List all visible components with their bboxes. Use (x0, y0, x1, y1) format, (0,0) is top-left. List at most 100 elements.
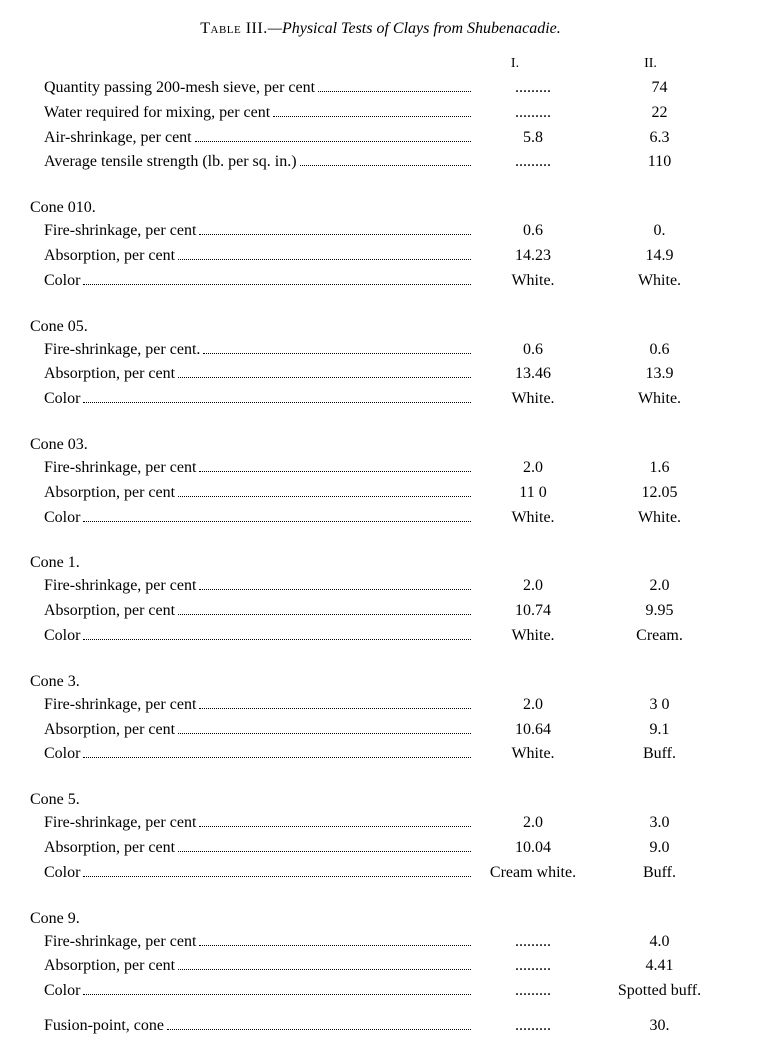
sec2-row2-label-wrap: Color (30, 506, 474, 531)
sec4-row2-label: Color (44, 742, 80, 767)
table-title: Table III.—Physical Tests of Clays from … (30, 20, 731, 38)
sec5-row2-label-wrap: Color (30, 861, 474, 886)
sec3-row0-col1: 2.0 (474, 574, 588, 599)
sec2-row1-col2: 12.05 (588, 481, 731, 506)
sec6-row2-col2: Spotted buff. (588, 979, 731, 1004)
leader-dots (83, 876, 471, 877)
col-header-1: I. (460, 56, 570, 72)
sec2-row2-label: Color (44, 506, 80, 531)
footer-gap (30, 1004, 731, 1014)
sec6-row0: Fire-shrinkage, per cent.........4.0 (30, 930, 731, 955)
sec4-row2: ColorWhite.Buff. (30, 742, 731, 767)
sec5-row2-label: Color (44, 861, 80, 886)
section-gap (30, 294, 731, 304)
sec2-row1-col1: 11 0 (474, 481, 588, 506)
sec0-row1-label-wrap: Absorption, per cent (30, 244, 474, 269)
sec4-row2-col2: Buff. (588, 742, 731, 767)
leader-dots (273, 116, 471, 117)
sec4-row0: Fire-shrinkage, per cent2.03 0 (30, 693, 731, 718)
sec5-row2: ColorCream white.Buff. (30, 861, 731, 886)
sec5-row1-col1: 10.04 (474, 836, 588, 861)
section-head-2: Cone 03. (30, 436, 731, 454)
intro-row-3-label-wrap: Average tensile strength (lb. per sq. in… (30, 150, 474, 175)
leader-dots (199, 589, 471, 590)
sec5-row0-col2: 3.0 (588, 811, 731, 836)
sec5-row0-label: Fire-shrinkage, per cent (44, 811, 196, 836)
sec2-row1-label-wrap: Absorption, per cent (30, 481, 474, 506)
intro-row-1-label-wrap: Water required for mixing, per cent (30, 101, 474, 126)
sec3-row1-col1: 10.74 (474, 599, 588, 624)
sec6-row0-label-wrap: Fire-shrinkage, per cent (30, 930, 474, 955)
section-gap (30, 530, 731, 540)
section-head-3: Cone 1. (30, 554, 731, 572)
sec3-row0: Fire-shrinkage, per cent2.02.0 (30, 574, 731, 599)
leader-dots (178, 614, 471, 615)
title-prefix: Table III. (200, 20, 267, 37)
leader-dots (83, 521, 471, 522)
section-head-6: Cone 9. (30, 910, 731, 928)
section-gap (30, 649, 731, 659)
footer-row: Fusion-point, cone.........30. (30, 1014, 731, 1039)
leader-dots (83, 757, 471, 758)
leader-dots (178, 496, 471, 497)
sec3-row0-label-wrap: Fire-shrinkage, per cent (30, 574, 474, 599)
sec3-row2-label: Color (44, 624, 80, 649)
leader-dots (199, 471, 471, 472)
intro-row-3: Average tensile strength (lb. per sq. in… (30, 150, 731, 175)
leader-dots (199, 234, 471, 235)
intro-row-1-label: Water required for mixing, per cent (44, 101, 270, 126)
intro-row-2: Air-shrinkage, per cent5.86.3 (30, 126, 731, 151)
sec1-row0-col1: 0.6 (474, 338, 588, 363)
sec1-row2: ColorWhite.White. (30, 387, 731, 412)
sec5-row2-col1: Cream white. (474, 861, 588, 886)
sec1-row1-label: Absorption, per cent (44, 362, 175, 387)
title-rest: —Physical Tests of Clays from Shubenacad… (268, 20, 561, 37)
sec6-row0-col1: ......... (474, 930, 588, 955)
sec3-row2: ColorWhite.Cream. (30, 624, 731, 649)
leader-dots (83, 639, 471, 640)
header-spacer (30, 56, 460, 72)
intro-row-0-label: Quantity passing 200-mesh sieve, per cen… (44, 76, 315, 101)
column-headers: I. II. (30, 56, 731, 72)
sec2-row0-label-wrap: Fire-shrinkage, per cent (30, 456, 474, 481)
sec1-row1: Absorption, per cent13.4613.9 (30, 362, 731, 387)
sec5-row1: Absorption, per cent10.049.0 (30, 836, 731, 861)
leader-dots (83, 284, 471, 285)
sec6-row1-col1: ......... (474, 954, 588, 979)
sec3-row1: Absorption, per cent10.749.95 (30, 599, 731, 624)
sec6-row1-col2: 4.41 (588, 954, 731, 979)
sec0-row0: Fire-shrinkage, per cent0.60. (30, 219, 731, 244)
section-head-5: Cone 5. (30, 791, 731, 809)
leader-dots (195, 141, 471, 142)
sec6-row2-label: Color (44, 979, 80, 1004)
sec3-row2-col1: White. (474, 624, 588, 649)
leader-dots (178, 851, 471, 852)
section-head-0: Cone 010. (30, 199, 731, 217)
leader-dots (318, 91, 471, 92)
sec5-row1-label: Absorption, per cent (44, 836, 175, 861)
intro-row-2-label: Air-shrinkage, per cent (44, 126, 192, 151)
sec4-row0-col1: 2.0 (474, 693, 588, 718)
section-gap (30, 886, 731, 896)
sec4-row1-col2: 9.1 (588, 718, 731, 743)
sec5-row0-col1: 2.0 (474, 811, 588, 836)
leader-dots (199, 826, 471, 827)
sec3-row2-label-wrap: Color (30, 624, 474, 649)
intro-row-2-label-wrap: Air-shrinkage, per cent (30, 126, 474, 151)
leader-dots (199, 708, 471, 709)
sec0-row1-label: Absorption, per cent (44, 244, 175, 269)
intro-row-0: Quantity passing 200-mesh sieve, per cen… (30, 76, 731, 101)
sec0-row2: ColorWhite.White. (30, 269, 731, 294)
sec1-row2-label: Color (44, 387, 80, 412)
sec6-row2: Color.........Spotted buff. (30, 979, 731, 1004)
footer-row-label: Fusion-point, cone (44, 1014, 164, 1039)
sec4-row1-label: Absorption, per cent (44, 718, 175, 743)
sec1-row1-label-wrap: Absorption, per cent (30, 362, 474, 387)
sec2-row0-col1: 2.0 (474, 456, 588, 481)
sec2-row1: Absorption, per cent11 012.05 (30, 481, 731, 506)
sec2-row0-label: Fire-shrinkage, per cent (44, 456, 196, 481)
leader-dots (83, 994, 471, 995)
intro-row-3-col2: 110 (588, 150, 731, 175)
sec2-row2-col1: White. (474, 506, 588, 531)
sec6-row1-label-wrap: Absorption, per cent (30, 954, 474, 979)
